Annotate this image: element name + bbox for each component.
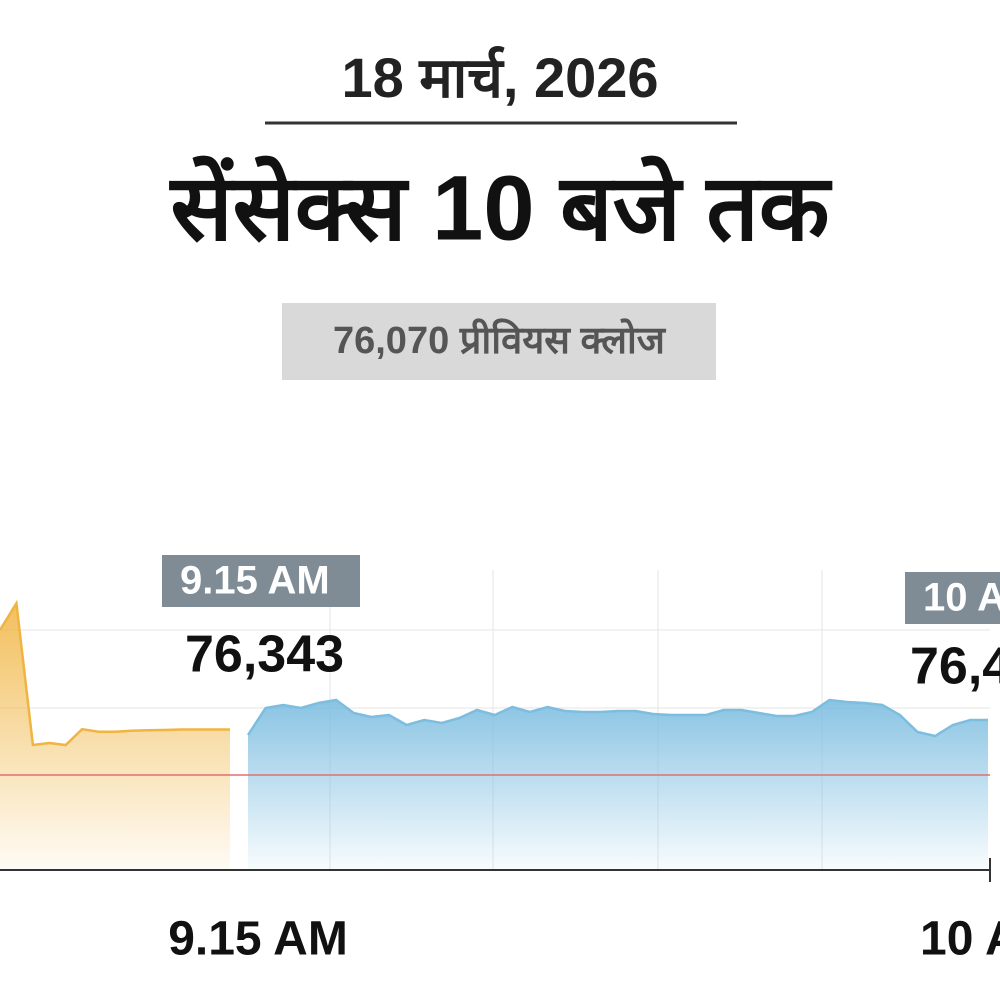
chart-title: सेंसेक्स 10 बजे तक — [168, 155, 832, 259]
callout-value: 76,343 — [185, 626, 344, 684]
subtitle-box — [282, 303, 716, 380]
line — [0, 599, 230, 747]
area — [0, 603, 230, 870]
x-tick-label: 9.15 AM — [168, 913, 348, 966]
callout-value: 76,4 — [910, 638, 1000, 696]
subtitle: 76,070 प्रीवियस क्लोज — [333, 318, 667, 362]
callout-time: 10 A — [923, 576, 1000, 620]
area — [248, 700, 988, 870]
callout-box — [905, 572, 1000, 624]
callout-time: 9.15 AM — [180, 559, 330, 603]
x-tick-label: 10 A — [920, 913, 1000, 966]
date: 18 मार्च, 2026 — [341, 45, 658, 109]
callout-box — [162, 555, 360, 607]
line — [246, 698, 988, 738]
plot — [0, 599, 990, 870]
